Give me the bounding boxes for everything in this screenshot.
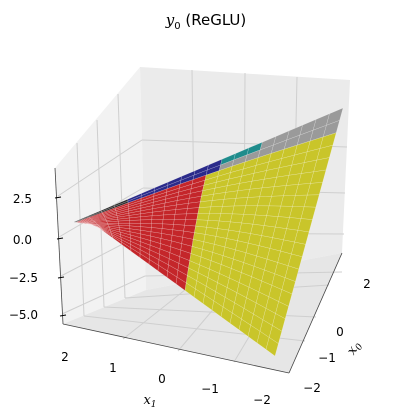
x1-axis-label: x1	[143, 393, 156, 410]
x1-tick-label: −1	[201, 382, 219, 396]
x1-tick-label: 2	[61, 350, 69, 364]
z-tick-label: −2.5	[9, 271, 38, 285]
x0-tick-label: −1	[318, 351, 336, 365]
surface	[73, 107, 344, 357]
surface-patch	[117, 220, 130, 224]
surface-patch	[220, 205, 235, 215]
surface-patch	[140, 219, 153, 224]
chart-title: y0 (ReGLU)	[165, 11, 247, 32]
surface-patch	[198, 200, 213, 208]
surface-patch	[209, 206, 223, 214]
z-tick-label: 0.0	[13, 233, 32, 247]
x0-tick-label: 0	[336, 325, 344, 339]
surface-patch	[151, 219, 164, 225]
x1-tick-label: −2	[253, 393, 271, 407]
title-rest: (ReGLU)	[181, 11, 247, 29]
pane-back-left	[55, 67, 146, 324]
surface-patch	[186, 207, 200, 215]
title-subscript: 0	[174, 21, 180, 32]
surface-patch	[184, 219, 198, 227]
x0-tick-label: 2	[363, 277, 371, 291]
x1-tick-label: 0	[158, 372, 166, 386]
surface-patch	[140, 215, 153, 221]
axis-edges	[54, 167, 343, 374]
surface-patch	[174, 213, 187, 220]
z-tick-label: 2.5	[13, 192, 32, 206]
surface-patch	[222, 198, 237, 207]
x1-axis: 2 1 0 −1 −2 x1	[61, 350, 271, 410]
z-tick-label: −5.0	[9, 308, 38, 322]
x0-axis-label: x0	[344, 339, 365, 359]
z-axis: 2.5 0.0 −2.5 −5.0	[9, 192, 67, 322]
surface-patch	[185, 213, 199, 221]
title-symbol: y	[165, 11, 175, 29]
surface-patch	[196, 213, 210, 221]
surface-patch	[233, 197, 249, 207]
surface-patch	[162, 214, 176, 220]
surface-patch	[218, 213, 233, 223]
surface-patch	[197, 206, 212, 214]
x1-tick-label: 1	[109, 361, 117, 375]
surface-patch	[174, 208, 188, 215]
surface-patch	[151, 214, 164, 220]
surface-patch	[207, 213, 222, 222]
surface-patch	[265, 337, 279, 357]
surface-patch	[162, 219, 175, 225]
x0-tick-label: −2	[303, 381, 321, 395]
surface-patch	[210, 199, 225, 208]
surface-patch	[129, 219, 141, 224]
